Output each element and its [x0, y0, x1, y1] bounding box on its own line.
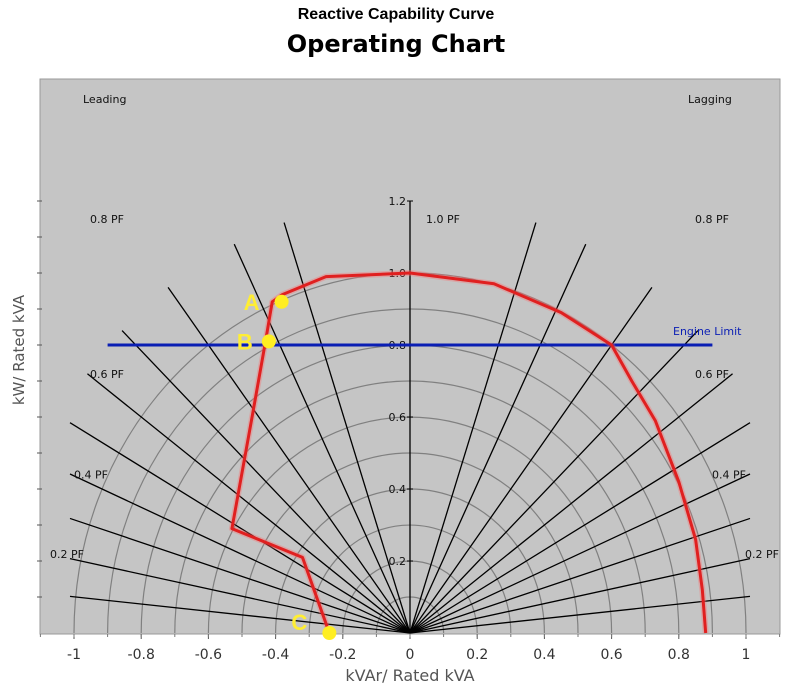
- pf-line: [283, 222, 411, 634]
- x-axis: -1 -0.8 -0.6 -0.4 -0.2 0 0.2 0.4 0.6 0.8 1: [39, 634, 781, 663]
- y-tick-label: 1.2: [389, 195, 407, 208]
- x-tick-label: -0.4: [262, 647, 289, 663]
- x-tick-label: -1: [67, 647, 81, 663]
- engine-limit-label: Engine Limit: [673, 325, 742, 338]
- point-label-a: A: [244, 290, 260, 315]
- pf-line: [69, 517, 411, 634]
- chart-supertitle: Reactive Capability Curve: [297, 6, 495, 23]
- pf-line: [409, 473, 751, 634]
- unity-pf-label: 1.0 PF: [426, 213, 460, 226]
- pf-line: [409, 373, 733, 634]
- point-b: [261, 334, 276, 349]
- x-tick-label: 0.6: [600, 647, 622, 663]
- pf-line: [233, 243, 411, 634]
- lagging-pf-label: 0.6 PF: [695, 368, 729, 381]
- lagging-pf-label: 0.4 PF: [712, 469, 746, 482]
- y-tick-label: 0.6: [389, 411, 407, 424]
- x-tick-label: -0.8: [128, 647, 155, 663]
- point-label-c: C: [291, 610, 307, 635]
- point-a: [274, 294, 289, 309]
- y-axis: 0.20.40.60.81.01.2: [37, 195, 413, 598]
- pf-line: [69, 558, 411, 634]
- pf-line: [409, 595, 751, 634]
- lagging-pf-label: 0.8 PF: [695, 213, 729, 226]
- pf-line: [87, 373, 411, 634]
- chart-title: Operating Chart: [286, 30, 506, 58]
- y-tick-label: 0.2: [389, 555, 407, 568]
- leading-pf-label: 0.6 PF: [90, 368, 124, 381]
- y-tick-label: 0.4: [389, 483, 407, 496]
- pf-line: [409, 422, 751, 634]
- x-tick-label: 0: [406, 647, 415, 663]
- leading-pf-label: 0.2 PF: [50, 548, 84, 561]
- point-label-b: B: [237, 329, 253, 354]
- capability-curve-line: [230, 271, 708, 634]
- pf-line: [409, 558, 751, 634]
- leading-label: Leading: [83, 93, 126, 106]
- x-tick-label: 1: [742, 647, 751, 663]
- point-c: [322, 626, 337, 640]
- pf-line: [69, 595, 411, 634]
- x-tick-label: 0.2: [466, 647, 488, 663]
- operating-points: AB C: [237, 290, 337, 640]
- lagging-pf-label: 0.2 PF: [745, 548, 779, 561]
- x-tick-label: 0.8: [668, 647, 690, 663]
- pf-line: [409, 330, 699, 634]
- leading-pf-label: 0.4 PF: [74, 469, 108, 482]
- lagging-label: Lagging: [688, 93, 732, 106]
- x-axis-label: kVAr/ Rated kVA: [345, 666, 475, 685]
- region-labels: Leading Lagging: [83, 93, 732, 106]
- pf-line: [69, 422, 411, 634]
- x-tick-label: 0.4: [533, 647, 555, 663]
- pf-line: [409, 517, 751, 634]
- capability-curve: [228, 270, 709, 635]
- pf-line: [409, 222, 537, 634]
- pf-labels: 0.8 PF 0.6 PF 0.4 PF 0.2 PF 0.8 PF 0.6 PF 0.4 …: [50, 213, 779, 561]
- x-tick-label: -0.6: [195, 647, 222, 663]
- pf-line: [121, 330, 411, 634]
- leading-pf-label: 0.8 PF: [90, 213, 124, 226]
- pf-line: [69, 473, 411, 634]
- x-tick-label: -0.2: [329, 647, 356, 663]
